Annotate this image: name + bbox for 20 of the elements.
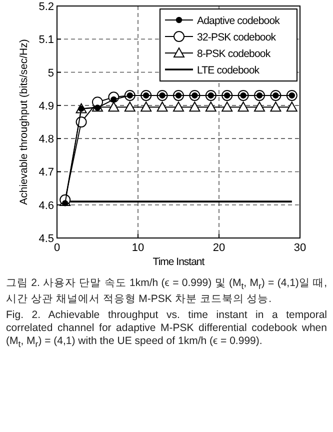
caption: 그림 2. 사용자 단말 속도 1km/h (ϵ = 0.999) 및 (M$_{t}$, M$_{r}$) = (4,1)일 때, 시간 상관 채널에서 적응형 M-PSK 차분 코드북의 성능. [6, 277, 327, 306]
x-tick-label: 30 [294, 242, 306, 254]
y-tick-label: 5 [48, 67, 54, 80]
y-tick-label: 4.9 [38, 100, 54, 112]
y-axis-title: Achievable throughput (bits/sec/Hz) [18, 39, 30, 205]
legend-label: 8-PSK codebook [197, 48, 272, 60]
x-tick-label: 10 [132, 242, 144, 254]
x-axis-title: Time Instant [152, 256, 205, 268]
y-tick-label: 4.7 [38, 166, 54, 179]
x-tick-label: 0 [54, 242, 60, 254]
x-tick-label: 20 [212, 242, 226, 254]
y-tick-label: 4.5 [38, 233, 54, 245]
legend-label: Adaptive codebook [197, 15, 281, 27]
y-tick-label: 4.8 [38, 134, 54, 146]
y-tick-label: 4.6 [38, 200, 54, 212]
y-tick-label: 5.2 [38, 1, 54, 13]
y-tick-label: 5.1 [38, 34, 54, 46]
legend-label: LTE codebook [197, 64, 260, 76]
caption: Fig. 2. Achievable throughput vs. time instant in a temporal correlated channel for adaptive M-PSK differential codebook when (M$_{t}$, M$_{r}$) = (4,1) with the UE speed of 1km/h (ϵ = 0.999). [6, 309, 327, 352]
legend-label: 32-PSK codebook [197, 32, 277, 44]
